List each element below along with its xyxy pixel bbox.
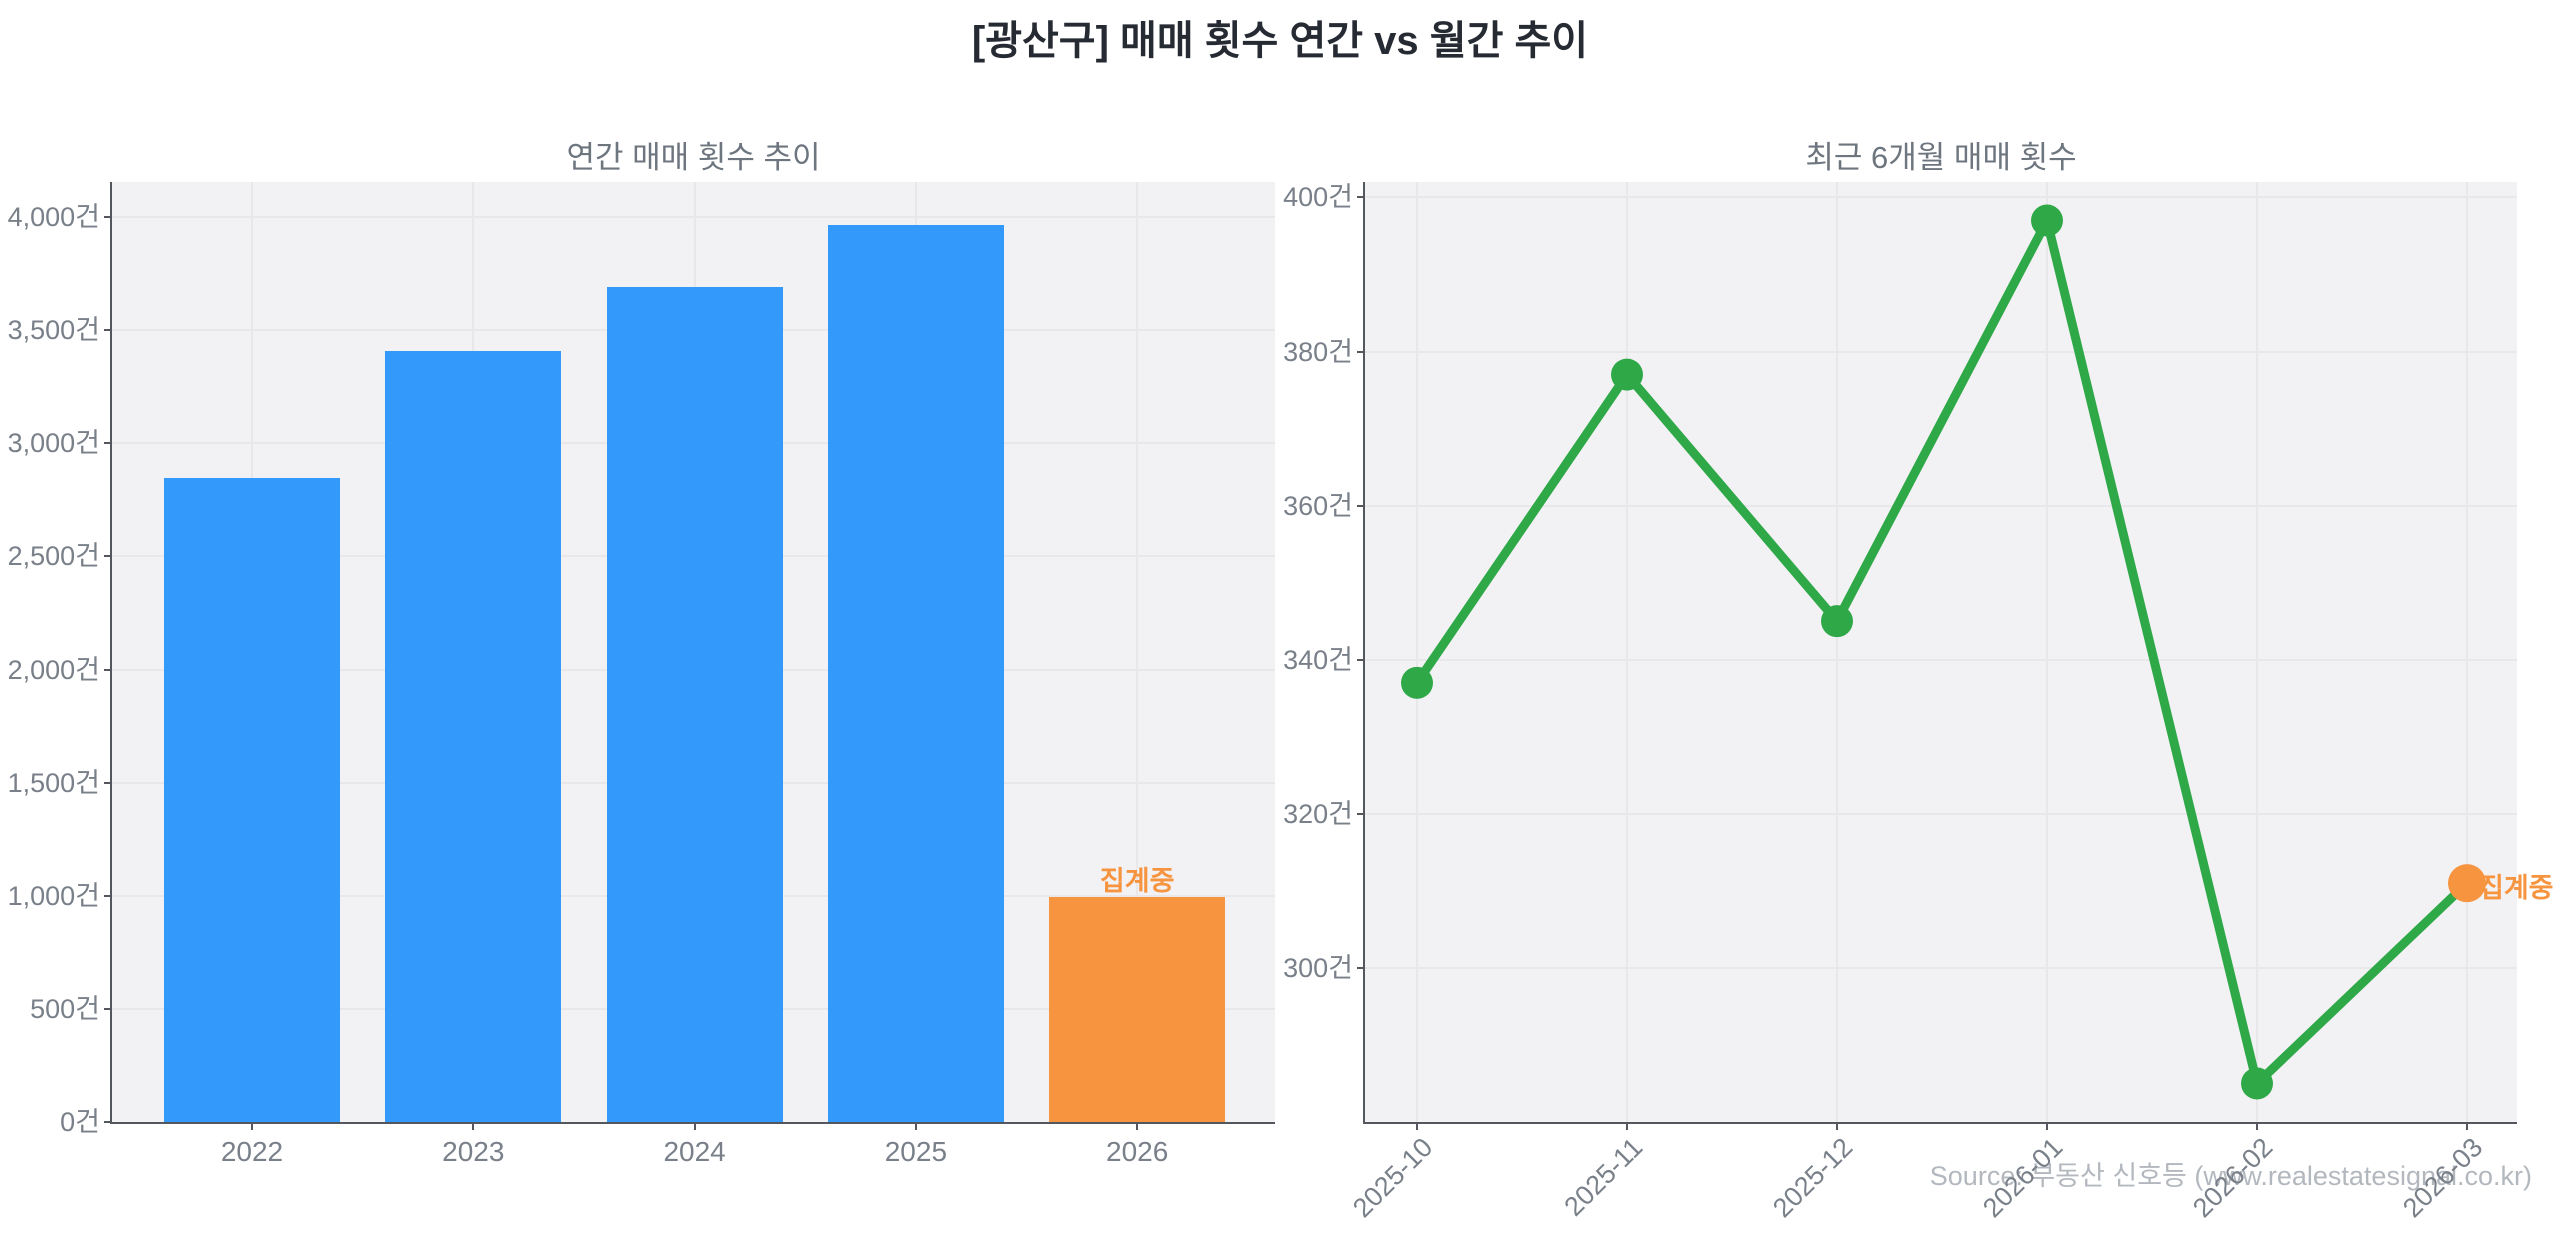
x-tick-label-2025-10: 2025-10 — [1346, 1132, 1439, 1224]
bar-2025 — [827, 224, 1004, 1122]
page-title: [광산구] 매매 횟수 연간 vs 월간 추이 — [971, 19, 1589, 63]
bar-2026 — [1049, 896, 1226, 1122]
point-2025-10 — [1401, 666, 1433, 699]
y-tick — [104, 668, 112, 671]
point-2025-11 — [1611, 358, 1643, 391]
x-tick — [1136, 1122, 1139, 1130]
y-tick — [104, 1121, 112, 1123]
gridline-h — [1365, 966, 2517, 969]
y-tick-label: 400건 — [1283, 182, 1353, 213]
x-axis-spine — [1363, 1122, 2517, 1124]
monthly-chart: 300건 320건 340건 360건 380건 400건 2025-10 2025-11 20… — [1283, 182, 2554, 1223]
x-tick — [2466, 1122, 2468, 1130]
y-tick-label: 320건 — [1283, 798, 1353, 829]
y-tick — [104, 894, 112, 897]
y-tick-label: 4,000건 — [7, 202, 100, 233]
x-tick — [1626, 1122, 1628, 1130]
point-2026-02 — [2241, 1067, 2273, 1100]
point-2025-12 — [1821, 605, 1853, 638]
line-path — [1412, 216, 2472, 1088]
gridline-h — [112, 216, 1275, 219]
y-tick — [1357, 196, 1365, 199]
y-tick — [1357, 350, 1365, 353]
y-tick-label: 300건 — [1283, 952, 1353, 983]
source-credit: Source: 부동산 신호등 (www.realestatesignal.co… — [1929, 1161, 2532, 1191]
x-tick — [1416, 1122, 1418, 1130]
monthly-chart-title: 최근 6개월 매매 횟수 — [1805, 140, 2077, 175]
x-axis-spine — [110, 1122, 1275, 1124]
y-tick-label: 2,000건 — [7, 654, 100, 685]
gridline-v — [1136, 182, 1139, 1122]
y-tick-label: 360건 — [1283, 490, 1353, 521]
gridline-v — [2046, 182, 2048, 1122]
gridline-h — [1365, 812, 2517, 815]
x-tick — [2256, 1122, 2258, 1130]
bar-2022 — [164, 478, 340, 1122]
gridline-h — [1365, 196, 2517, 199]
y-tick-label: 1,000건 — [7, 880, 100, 911]
x-tick — [251, 1122, 253, 1130]
gridline-h — [1365, 504, 2517, 507]
annual-chart-title: 연간 매매 횟수 추이 — [566, 140, 821, 175]
y-tick — [104, 555, 112, 558]
y-tick — [104, 216, 112, 219]
point-2026-03 — [2448, 864, 2486, 903]
y-tick-label: 2,500건 — [7, 541, 100, 572]
x-tick-label-2025-11: 2025-11 — [1558, 1132, 1649, 1222]
line-series — [1401, 204, 2486, 1100]
y-tick-label: 0건 — [60, 1107, 100, 1137]
point-2026-01 — [2031, 204, 2063, 237]
aggregating-label-monthly: 집계중 — [2479, 873, 2554, 904]
y-tick-label: 380건 — [1283, 336, 1353, 367]
y-tick-label: 1,500건 — [7, 767, 100, 798]
y-tick-label: 3,000건 — [7, 428, 100, 459]
x-tick — [472, 1122, 475, 1130]
x-tick-label-2022: 2022 — [220, 1136, 284, 1167]
y-axis-spine — [1363, 182, 1365, 1124]
y-tick-label: 340건 — [1283, 644, 1353, 675]
y-axis-spine — [110, 182, 112, 1124]
y-tick — [1357, 658, 1365, 661]
annual-chart: 0건 500건 1,000건 1,500건 2,000건 2,500건 3,000건 3,50… — [8, 182, 1275, 1167]
x-tick — [1836, 1122, 1838, 1130]
gridline-v — [1836, 182, 1838, 1122]
x-tick-label-2025: 2025 — [884, 1136, 948, 1167]
y-tick-label: 3,500건 — [7, 315, 100, 346]
x-tick — [914, 1122, 917, 1130]
x-tick-label-2026: 2026 — [1106, 1136, 1169, 1167]
x-tick-label-2023: 2023 — [442, 1136, 505, 1167]
gridline-h — [1365, 350, 2517, 353]
y-tick — [104, 781, 112, 784]
bar-2023 — [385, 350, 562, 1122]
x-tick-label-2025-12: 2025-12 — [1766, 1132, 1859, 1224]
y-tick — [104, 442, 112, 445]
gridline-v — [2256, 182, 2258, 1122]
bar-2024 — [606, 287, 783, 1122]
x-tick-label-2024: 2024 — [663, 1136, 726, 1167]
gridline-v — [1416, 182, 1418, 1122]
y-tick-label: 500건 — [30, 993, 100, 1024]
aggregating-label-annual: 집계중 — [1099, 865, 1175, 896]
y-tick — [104, 329, 112, 332]
gridline-v — [2466, 182, 2468, 1122]
gridline-v — [1626, 182, 1628, 1122]
y-tick — [1357, 812, 1365, 815]
x-tick — [2046, 1122, 2048, 1130]
x-tick — [693, 1122, 696, 1130]
gridline-h — [1365, 658, 2517, 661]
y-tick — [1357, 966, 1365, 969]
y-tick — [104, 1007, 112, 1010]
y-tick — [1357, 504, 1365, 507]
